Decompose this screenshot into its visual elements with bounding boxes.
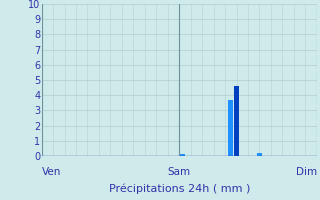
- Bar: [228, 100, 233, 156]
- Bar: [234, 86, 239, 156]
- Bar: [257, 153, 262, 156]
- Text: Ven: Ven: [42, 167, 61, 177]
- Text: Dim: Dim: [296, 167, 317, 177]
- Text: Sam: Sam: [168, 167, 191, 177]
- Bar: [180, 154, 185, 156]
- Text: Précipitations 24h ( mm ): Précipitations 24h ( mm ): [108, 183, 250, 194]
